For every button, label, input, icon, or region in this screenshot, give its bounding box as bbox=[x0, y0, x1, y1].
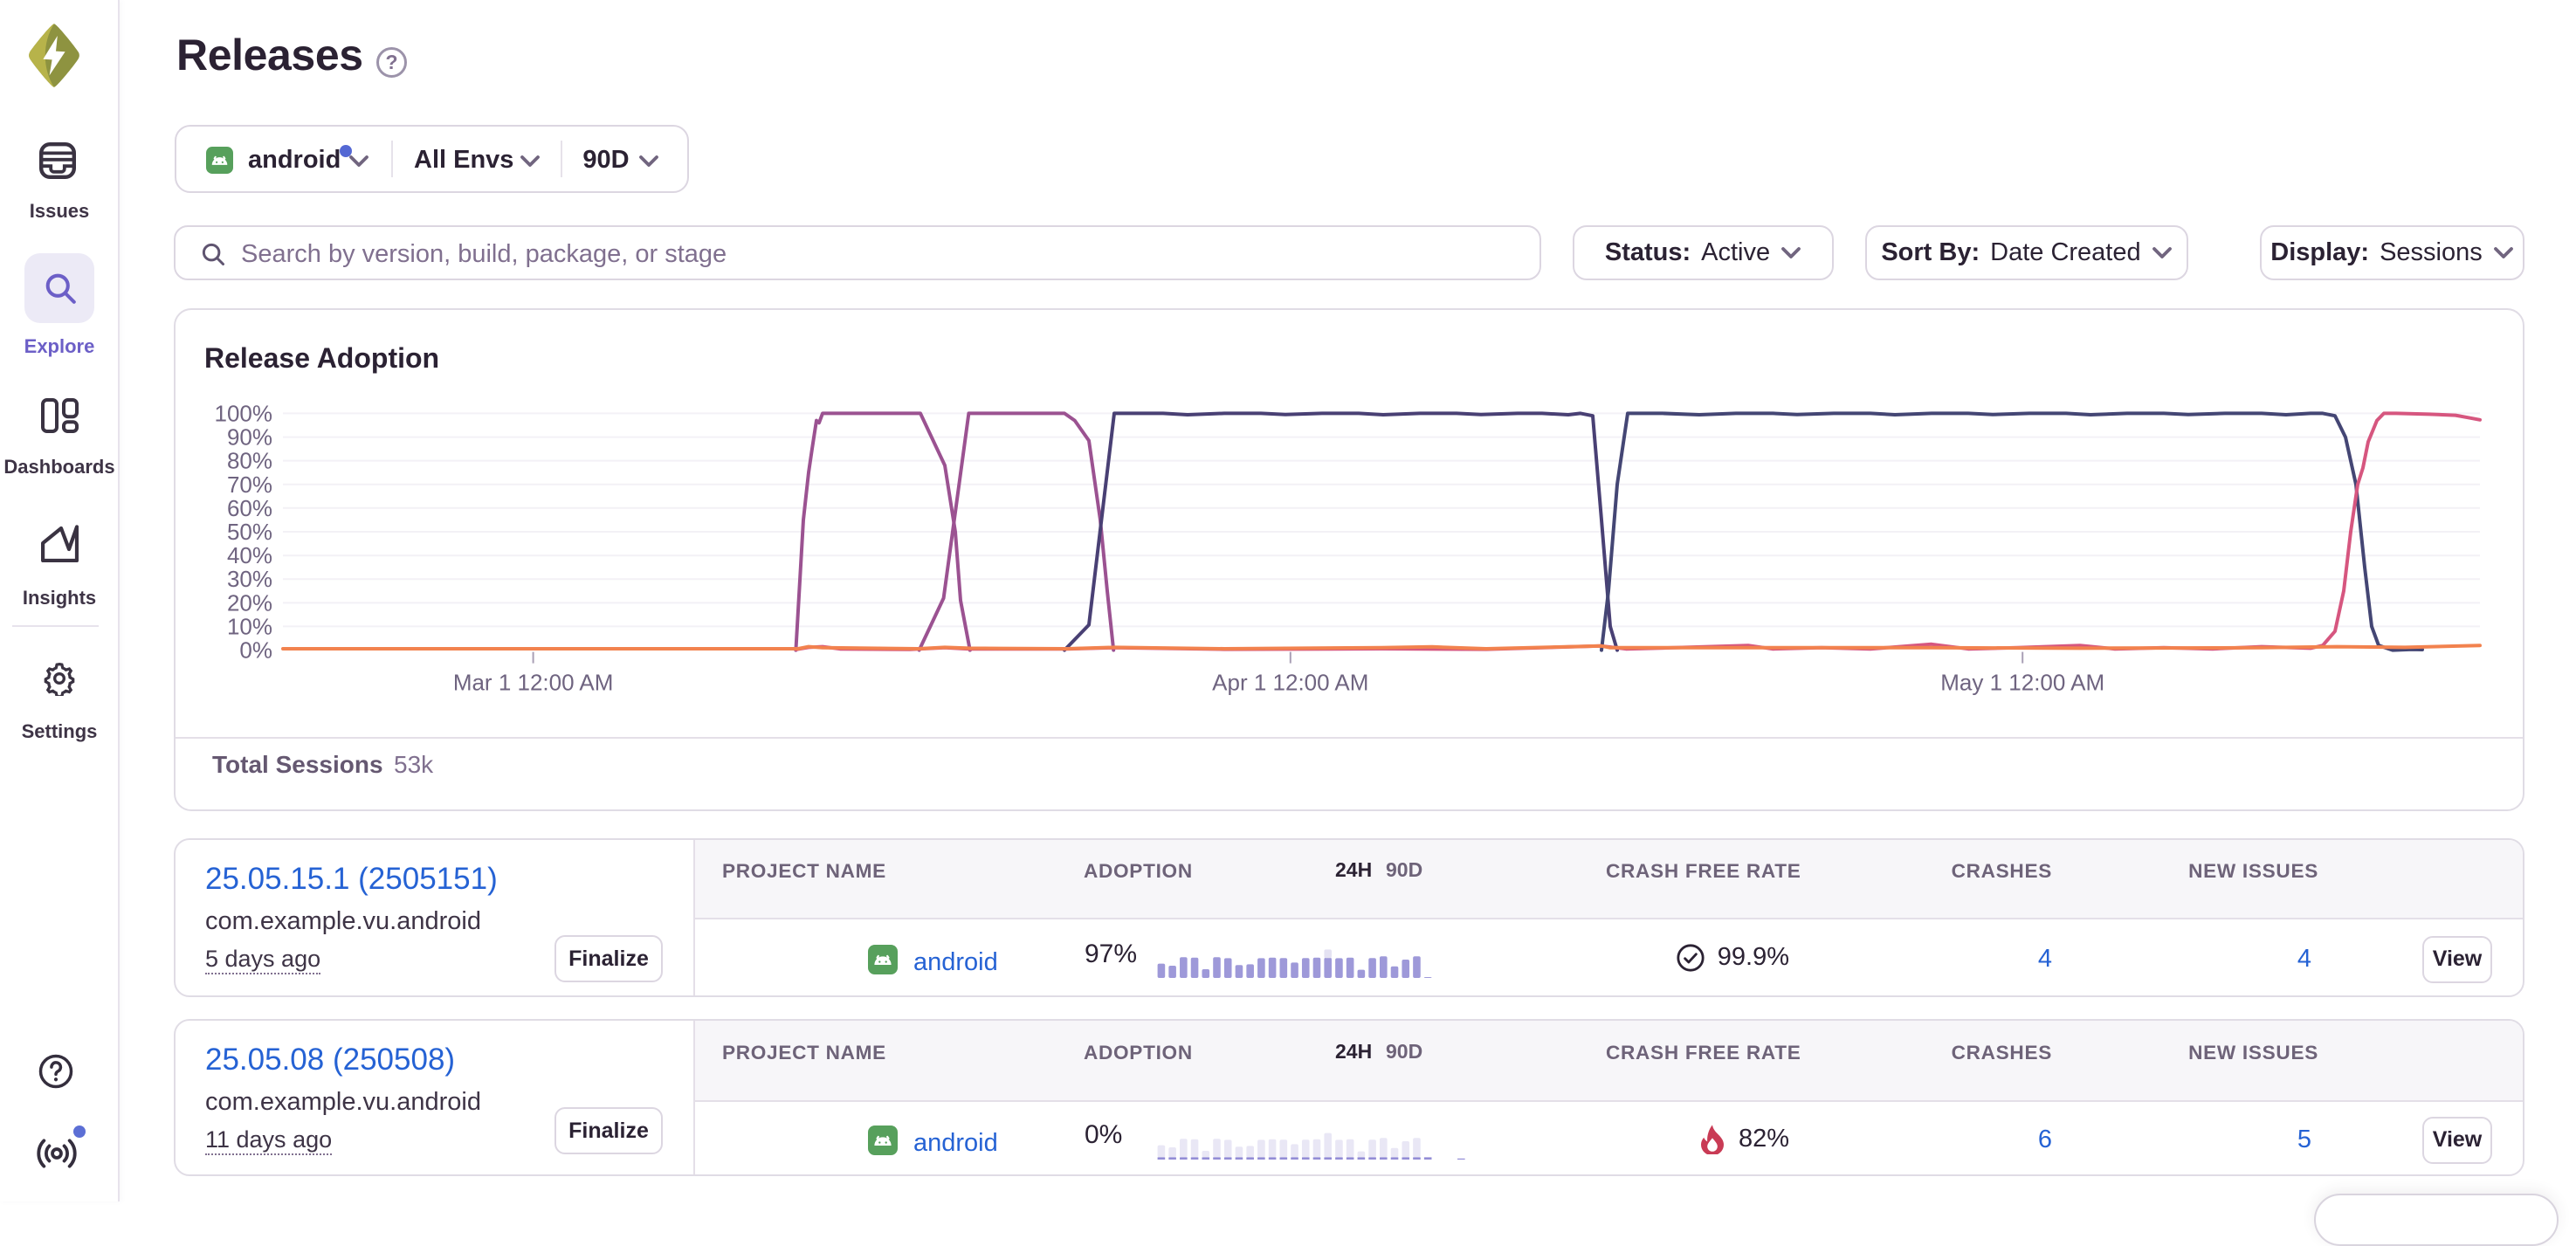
svg-text:Apr 1 12:00 AM: Apr 1 12:00 AM bbox=[1212, 670, 1368, 696]
svg-text:80%: 80% bbox=[227, 448, 272, 474]
svg-text:50%: 50% bbox=[227, 519, 272, 545]
svg-text:20%: 20% bbox=[227, 589, 272, 616]
svg-text:10%: 10% bbox=[227, 613, 272, 639]
svg-text:40%: 40% bbox=[227, 542, 272, 568]
svg-text:90%: 90% bbox=[227, 424, 272, 451]
svg-text:70%: 70% bbox=[227, 472, 272, 498]
svg-text:100%: 100% bbox=[215, 400, 273, 426]
svg-text:May 1 12:00 AM: May 1 12:00 AM bbox=[1940, 670, 2104, 696]
svg-text:60%: 60% bbox=[227, 495, 272, 521]
svg-text:0%: 0% bbox=[239, 637, 272, 664]
svg-text:Mar 1 12:00 AM: Mar 1 12:00 AM bbox=[453, 670, 614, 696]
svg-text:30%: 30% bbox=[227, 566, 272, 592]
